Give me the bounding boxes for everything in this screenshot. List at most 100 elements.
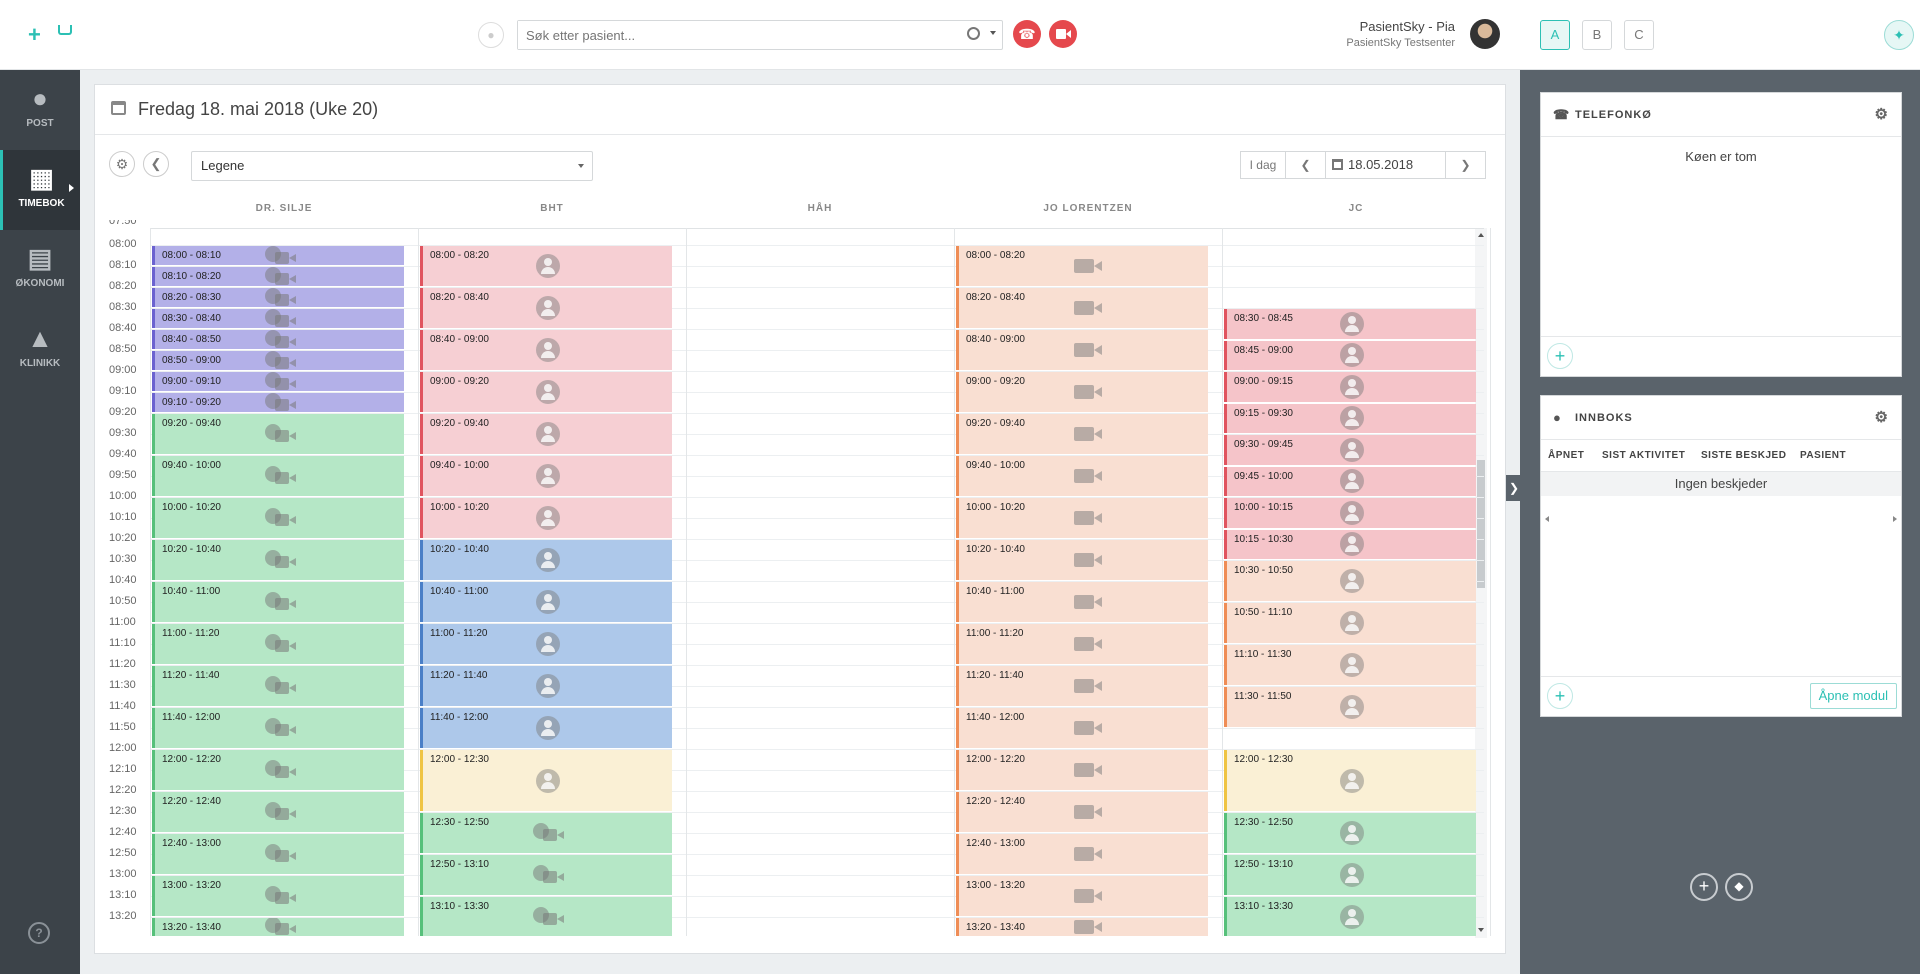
appointment[interactable]: 13:10 - 13:30 (420, 897, 672, 936)
appointment[interactable]: 09:15 - 09:30 (1224, 403, 1476, 433)
appointment[interactable]: 11:40 - 12:00 (956, 708, 1208, 748)
column-header[interactable]: ÅPNET (1548, 450, 1585, 461)
appointment[interactable]: 08:40 - 09:00 (956, 330, 1208, 370)
appointment[interactable]: 10:40 - 11:00 (420, 582, 672, 622)
help-icon[interactable]: ? (28, 922, 50, 944)
appointment[interactable]: 08:20 - 08:40 (956, 288, 1208, 328)
appointment[interactable]: 10:40 - 11:00 (152, 582, 404, 622)
appointment[interactable]: 12:40 - 13:00 (956, 834, 1208, 874)
appointment[interactable]: 09:20 - 09:40 (420, 414, 672, 454)
appointment[interactable]: 12:00 - 12:30 (1224, 750, 1476, 811)
appointment[interactable]: 11:20 - 11:40 (956, 666, 1208, 706)
call-off-button[interactable]: ☎ (1013, 20, 1041, 48)
appointment[interactable]: 09:40 - 10:00 (956, 456, 1208, 496)
appointment[interactable]: 12:00 - 12:20 (956, 750, 1208, 790)
gear-icon[interactable]: ⚙ (1874, 106, 1889, 123)
appointment[interactable]: 12:20 - 12:40 (956, 792, 1208, 832)
appointment[interactable]: 12:30 - 12:50 (1224, 813, 1476, 853)
pin-icon[interactable]: ✦ (1884, 20, 1914, 50)
appointment[interactable]: 08:20 - 08:30 (152, 288, 404, 307)
appointment[interactable]: 13:10 - 13:30 (1224, 897, 1476, 936)
scroll-up-icon[interactable] (1478, 233, 1484, 237)
appointment[interactable]: 13:00 - 13:20 (152, 876, 404, 916)
horizontal-scrollbar[interactable] (1541, 512, 1901, 528)
appointment[interactable]: 09:00 - 09:10 (152, 372, 404, 391)
column-header[interactable]: PASIENT (1800, 450, 1847, 461)
column-header[interactable]: SISTE BESKJED (1701, 450, 1787, 461)
panel-tab-a[interactable]: A (1540, 20, 1570, 50)
today-button[interactable]: I dag (1240, 151, 1286, 179)
add-button[interactable]: + (1547, 343, 1573, 369)
appointment[interactable]: 11:00 - 11:20 (956, 624, 1208, 664)
gear-icon[interactable]: ⚙ (1874, 409, 1889, 426)
sidebar-item-post[interactable]: ● POST (0, 70, 80, 150)
appointment[interactable]: 09:40 - 10:00 (420, 456, 672, 496)
appointment[interactable]: 09:30 - 09:45 (1224, 435, 1476, 465)
scroll-down-icon[interactable] (1478, 928, 1484, 932)
scroll-right-icon[interactable] (1893, 516, 1897, 522)
date-field[interactable]: 18.05.2018 (1326, 151, 1446, 179)
appointment[interactable]: 11:10 - 11:30 (1224, 645, 1476, 685)
bell-icon[interactable]: ● (478, 22, 504, 48)
appointment[interactable]: 10:00 - 10:20 (152, 498, 404, 538)
date-next-button[interactable]: ❯ (1446, 151, 1486, 179)
appointment[interactable]: 13:20 - 13:40 (152, 918, 404, 936)
prev-button[interactable]: ❮ (143, 151, 169, 177)
appointment[interactable]: 10:20 - 10:40 (956, 540, 1208, 580)
appointment[interactable]: 10:15 - 10:30 (1224, 529, 1476, 559)
group-select[interactable]: Legene (191, 151, 593, 181)
appointment[interactable]: 08:30 - 08:45 (1224, 309, 1476, 339)
appointment[interactable]: 08:00 - 08:20 (956, 246, 1208, 286)
appointment[interactable]: 08:20 - 08:40 (420, 288, 672, 328)
appointment[interactable]: 09:20 - 09:40 (152, 414, 404, 454)
layers-icon[interactable]: ◆ (1725, 873, 1753, 901)
appointment[interactable]: 12:30 - 12:50 (420, 813, 672, 853)
appointment[interactable]: 09:00 - 09:20 (420, 372, 672, 412)
sidebar-item-timebok[interactable]: ▦ TIMEBOK (0, 150, 80, 230)
appointment[interactable]: 11:20 - 11:40 (420, 666, 672, 706)
appointment[interactable]: 12:00 - 12:20 (152, 750, 404, 790)
appointment[interactable]: 12:50 - 13:10 (420, 855, 672, 895)
settings-button[interactable]: ⚙ (109, 151, 135, 177)
appointment[interactable]: 09:20 - 09:40 (956, 414, 1208, 454)
search-input[interactable] (518, 21, 958, 49)
scrollbar[interactable] (1475, 228, 1487, 938)
appointment[interactable]: 11:30 - 11:50 (1224, 687, 1476, 727)
collapse-panel-button[interactable]: ❯ (1506, 475, 1522, 501)
appointment[interactable]: 08:10 - 08:20 (152, 267, 404, 286)
appointment[interactable]: 09:00 - 09:20 (956, 372, 1208, 412)
appointment[interactable]: 11:00 - 11:20 (152, 624, 404, 664)
appointment[interactable]: 10:00 - 10:20 (956, 498, 1208, 538)
chevron-down-icon[interactable] (990, 31, 996, 35)
appointment[interactable]: 12:00 - 12:30 (420, 750, 672, 811)
appointment[interactable]: 08:30 - 08:40 (152, 309, 404, 328)
appointment[interactable]: 10:30 - 10:50 (1224, 561, 1476, 601)
appointment[interactable]: 10:40 - 11:00 (956, 582, 1208, 622)
open-module-button[interactable]: Åpne modul (1809, 683, 1897, 709)
search-icon[interactable] (967, 27, 980, 40)
appointment[interactable]: 10:00 - 10:15 (1224, 498, 1476, 528)
scrollbar-thumb[interactable] (1477, 460, 1485, 588)
appointment[interactable]: 11:00 - 11:20 (420, 624, 672, 664)
scroll-left-icon[interactable] (1545, 516, 1549, 522)
appointment[interactable]: 12:50 - 13:10 (1224, 855, 1476, 895)
cart-icon[interactable] (58, 25, 72, 35)
appointment[interactable]: 08:00 - 08:10 (152, 246, 404, 265)
avatar[interactable] (1470, 19, 1500, 49)
user-name[interactable]: PasientSky - Pia (1359, 19, 1455, 34)
appointment[interactable]: 13:20 - 13:40 (956, 918, 1208, 936)
appointment[interactable]: 08:50 - 09:00 (152, 351, 404, 370)
date-prev-button[interactable]: ❮ (1286, 151, 1326, 179)
appointment[interactable]: 11:40 - 12:00 (152, 708, 404, 748)
appointment[interactable]: 08:40 - 09:00 (420, 330, 672, 370)
column-header[interactable]: SIST AKTIVITET (1602, 450, 1686, 461)
appointment[interactable]: 10:20 - 10:40 (420, 540, 672, 580)
appointment[interactable]: 10:00 - 10:20 (420, 498, 672, 538)
appointment[interactable]: 08:45 - 09:00 (1224, 340, 1476, 370)
video-button[interactable] (1049, 20, 1077, 48)
appointment[interactable]: 12:40 - 13:00 (152, 834, 404, 874)
appointment[interactable]: 09:00 - 09:15 (1224, 372, 1476, 402)
appointment[interactable]: 13:00 - 13:20 (956, 876, 1208, 916)
add-icon[interactable]: + (28, 22, 41, 47)
appointment[interactable]: 09:40 - 10:00 (152, 456, 404, 496)
